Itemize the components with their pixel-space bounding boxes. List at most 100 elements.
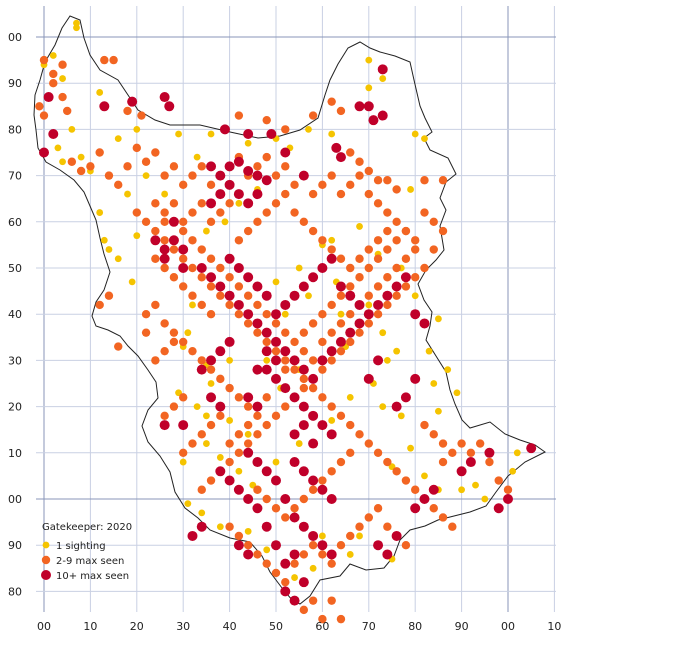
sighting-dot (207, 130, 215, 138)
sighting-dot (62, 106, 72, 116)
y-tick-label: 90 (8, 539, 22, 552)
sighting-dot (327, 596, 336, 605)
sighting-dot (420, 208, 429, 217)
sighting-dot (243, 165, 254, 176)
sighting-dot (379, 75, 387, 82)
sighting-dot (114, 342, 123, 351)
sighting-dot (383, 226, 392, 236)
sighting-dot (271, 336, 281, 347)
sighting-dot (124, 190, 131, 198)
sighting-dot (429, 504, 438, 513)
sighting-dot (151, 300, 160, 310)
sighting-dot (168, 216, 179, 227)
sighting-dot (346, 263, 355, 273)
sighting-dot (298, 420, 309, 431)
sighting-dot (243, 392, 254, 403)
sighting-dot (290, 337, 299, 347)
sighting-dot (327, 356, 336, 365)
sighting-dot (169, 328, 179, 337)
sighting-dot (295, 440, 303, 447)
sighting-dot (401, 226, 411, 236)
sighting-dot (197, 300, 206, 310)
sighting-dot (175, 130, 182, 138)
sighting-dot (196, 521, 207, 532)
sighting-dot (308, 475, 319, 486)
sighting-dot (280, 586, 291, 597)
sighting-dot (327, 300, 336, 310)
sighting-dot (271, 568, 281, 578)
sighting-dot (318, 365, 327, 374)
sighting-dot (151, 148, 160, 157)
sighting-dot (233, 156, 244, 167)
x-tick-label: 00 (501, 620, 515, 633)
sighting-dot (289, 549, 300, 560)
sighting-dot (160, 171, 169, 180)
sighting-dot (132, 143, 141, 153)
sighting-dot (224, 179, 235, 190)
sighting-dot (271, 171, 281, 180)
sighting-dot (188, 236, 197, 245)
sighting-dot (159, 92, 170, 103)
sighting-dots (35, 19, 537, 624)
sighting-dot (253, 300, 262, 310)
sighting-dot (298, 364, 309, 375)
sighting-dot (160, 217, 169, 226)
sighting-dot (169, 337, 179, 347)
sighting-dot (379, 329, 387, 337)
sighting-dot (280, 383, 291, 394)
sighting-dot (252, 281, 263, 292)
sighting-dot (151, 199, 160, 208)
sighting-dot (289, 512, 300, 523)
sighting-dot (197, 273, 206, 282)
sighting-dot (472, 481, 479, 489)
sighting-dot (280, 346, 291, 357)
sighting-dot (393, 347, 401, 355)
sighting-dot (327, 171, 336, 180)
sighting-dot (289, 355, 300, 366)
sighting-dot (299, 383, 309, 393)
sighting-dot (233, 299, 244, 310)
sighting-dot (289, 429, 300, 440)
sighting-dot (317, 484, 328, 495)
legend-label: 1 sighting (56, 541, 106, 552)
sighting-dot (327, 559, 336, 568)
sighting-dot (224, 336, 235, 347)
sighting-dot (336, 254, 346, 263)
sighting-dot (59, 75, 66, 82)
sighting-dot (327, 328, 336, 337)
sighting-dot (373, 254, 383, 263)
sighting-dot (59, 158, 66, 166)
sighting-dot (308, 596, 318, 605)
sighting-dot (407, 444, 414, 452)
sighting-dot (308, 410, 319, 421)
sighting-dot (317, 420, 328, 431)
sighting-dot (466, 448, 476, 457)
sighting-dot (308, 373, 319, 384)
sighting-dot (335, 152, 346, 163)
sighting-dot (365, 84, 373, 92)
sighting-dot (215, 346, 226, 357)
sighting-dot (160, 236, 169, 245)
sighting-dot (188, 171, 197, 180)
sighting-dot (377, 64, 388, 75)
sighting-dot (141, 328, 151, 337)
sighting-dot (159, 244, 170, 255)
sighting-dot (109, 55, 118, 65)
sighting-dot (178, 263, 189, 273)
sighting-dot (336, 411, 346, 421)
sighting-dot (346, 310, 355, 319)
sighting-dot (252, 170, 263, 181)
sighting-dot (178, 244, 189, 255)
sighting-dot (328, 236, 336, 244)
sighting-dot (355, 171, 364, 180)
sighting-dot (235, 467, 243, 475)
x-tick-label: 70 (362, 620, 376, 633)
sighting-dot (383, 245, 392, 254)
sighting-dot (401, 282, 411, 291)
sighting-dot (179, 448, 188, 457)
sighting-dot (391, 281, 402, 292)
sighting-dot (481, 495, 489, 503)
sighting-dot (252, 189, 263, 200)
sighting-dot (346, 448, 355, 457)
sighting-dot (299, 605, 309, 615)
